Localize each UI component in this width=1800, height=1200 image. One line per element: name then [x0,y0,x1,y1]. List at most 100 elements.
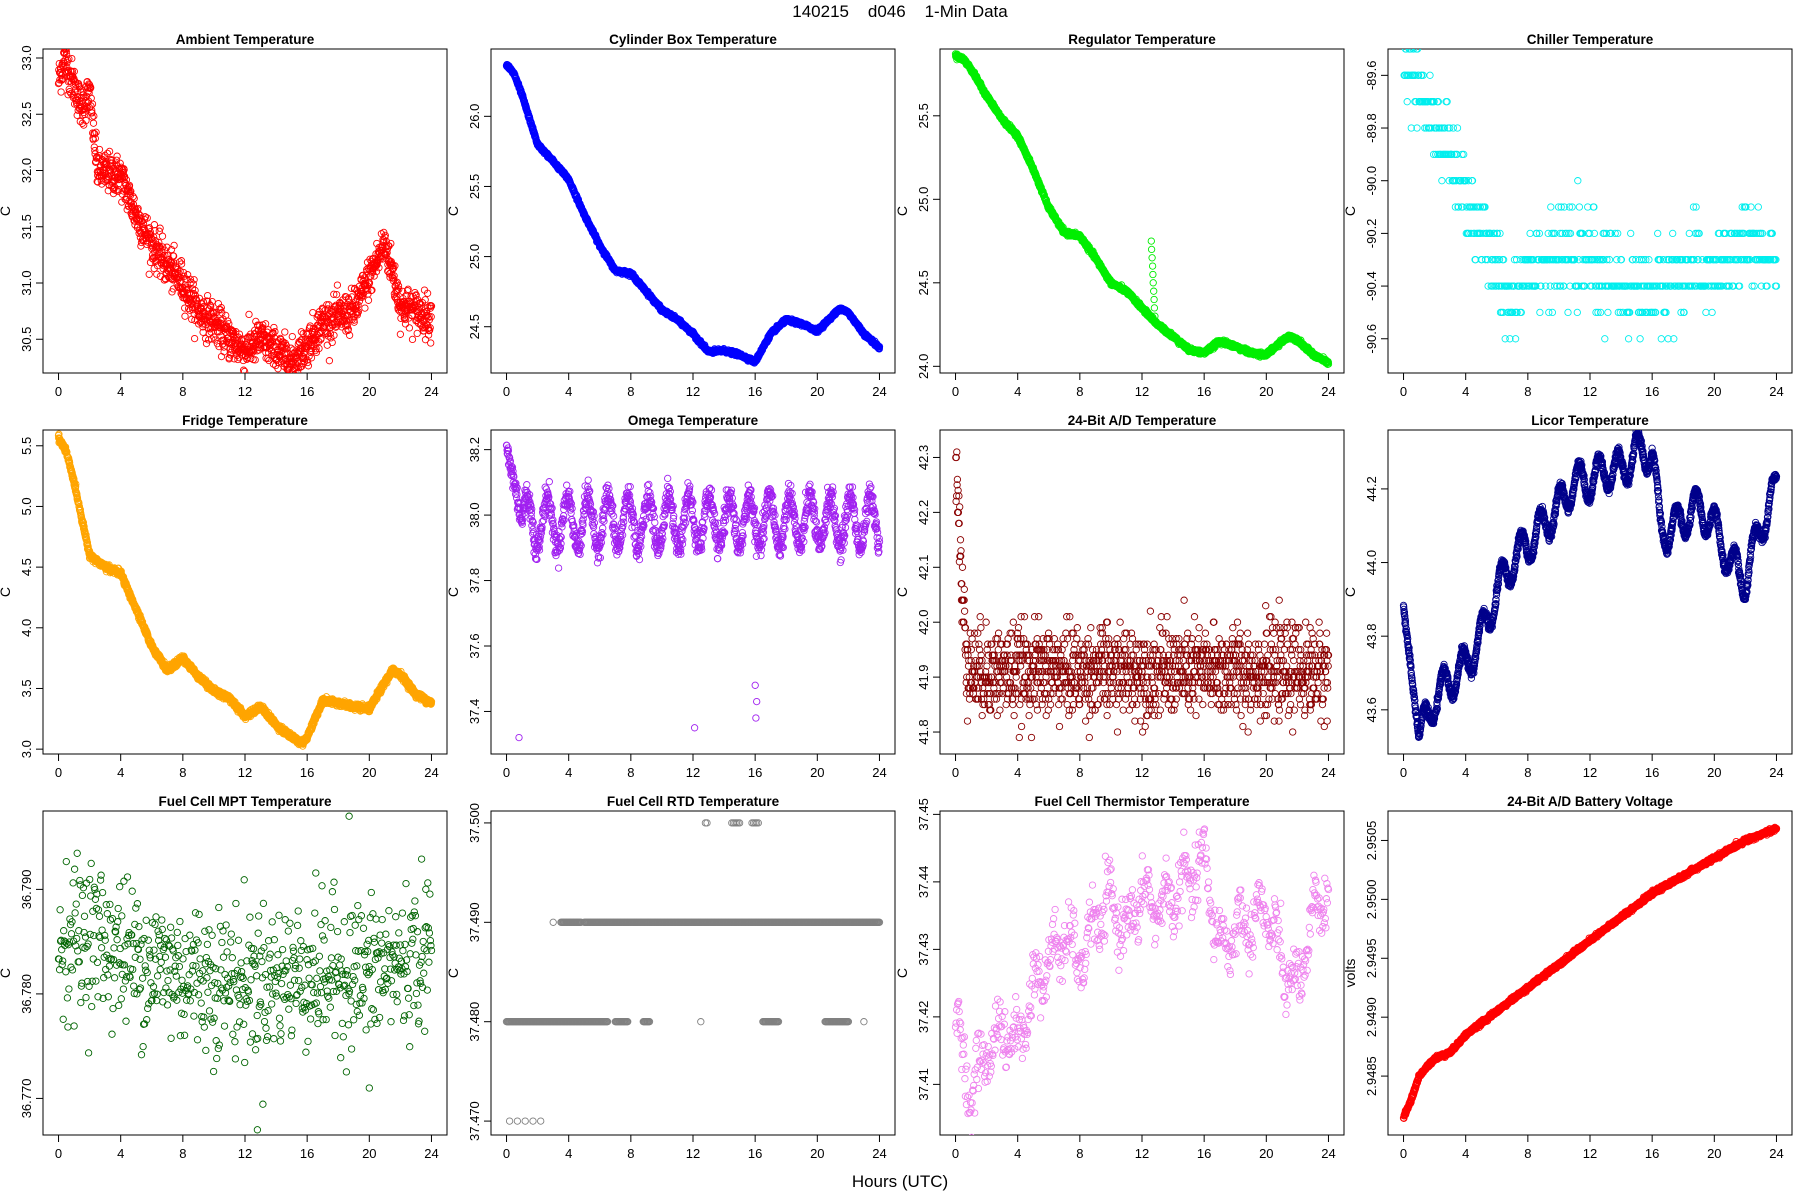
data-point [1103,272,1111,280]
data-point [268,330,277,338]
data-point [1088,250,1096,259]
data-point [684,325,693,333]
data-point [868,338,877,347]
data-point [87,84,95,92]
data-point [604,254,612,262]
data-point [576,200,584,208]
data-point [580,211,589,219]
data-point [1054,220,1063,228]
data-point [842,307,851,316]
data-point [1035,183,1044,191]
data-point [286,353,294,361]
data-point [671,314,679,322]
data-point [1054,218,1062,227]
data-point [1145,312,1153,320]
data-point [589,226,597,234]
data-point [377,253,385,261]
data-point [189,280,197,288]
data-point [237,345,245,353]
data-point [373,259,381,267]
data-point [863,332,871,340]
data-point [644,287,652,296]
data-point [361,282,369,290]
data-point [155,248,164,256]
data-point [590,230,598,239]
data-point [274,365,282,373]
data-point [1077,234,1085,242]
data-point [224,334,232,342]
data-point [380,249,388,258]
data-point [875,344,883,353]
data-point [540,146,548,154]
data-point [790,317,798,325]
data-point [809,325,817,334]
data-point [841,306,849,315]
data-point [691,332,699,340]
data-point [799,320,807,328]
data-point [146,234,154,243]
data-point [831,309,839,317]
data-point [590,231,599,239]
data-point [751,356,759,364]
data-point [387,239,395,248]
data-point [854,321,863,329]
data-point [603,253,611,261]
data-point [530,129,538,137]
data-point [579,210,588,219]
data-point [345,295,353,304]
data-point [1056,221,1064,229]
data-point [1099,266,1108,274]
data-point [1143,310,1151,318]
data-point [759,343,767,351]
data-point [1068,228,1076,237]
data-point [972,72,981,80]
data-point [719,346,727,354]
data-point [872,340,880,348]
data-point [320,317,328,326]
data-point [55,79,63,87]
data-point [424,314,432,322]
data-point [100,159,109,168]
data-point [829,311,837,320]
data-point [637,280,645,289]
data-point [1151,318,1160,326]
data-point [64,91,72,99]
data-point [970,68,979,76]
data-point [412,291,420,299]
data-point [588,228,597,236]
data-point [308,335,316,343]
data-point [1113,281,1121,290]
data-point [859,328,867,336]
data-point [869,338,877,346]
data-point [407,299,415,307]
data-point [994,110,1003,118]
data-point [1166,332,1174,340]
data-point [761,339,770,347]
data-point [353,311,361,319]
data-point [746,356,755,364]
data-point [176,278,184,286]
data-point [77,103,85,111]
data-point [61,49,69,53]
data-point [263,334,272,342]
data-point [554,162,562,170]
data-point [1168,332,1176,340]
data-point [814,328,822,336]
data-point [843,308,851,316]
data-point [713,346,722,355]
data-point [842,308,850,316]
data-point [1165,328,1173,336]
data-point [625,268,633,276]
data-point [793,318,801,327]
data-point [1165,329,1174,337]
data-point [1023,151,1031,159]
data-point [549,157,557,166]
data-point [713,348,722,356]
data-point [66,88,74,96]
data-point [812,328,820,337]
data-point [1172,334,1181,342]
data-point [873,341,881,350]
data-point [1094,258,1103,267]
data-point [299,359,307,368]
data-point [341,315,349,323]
